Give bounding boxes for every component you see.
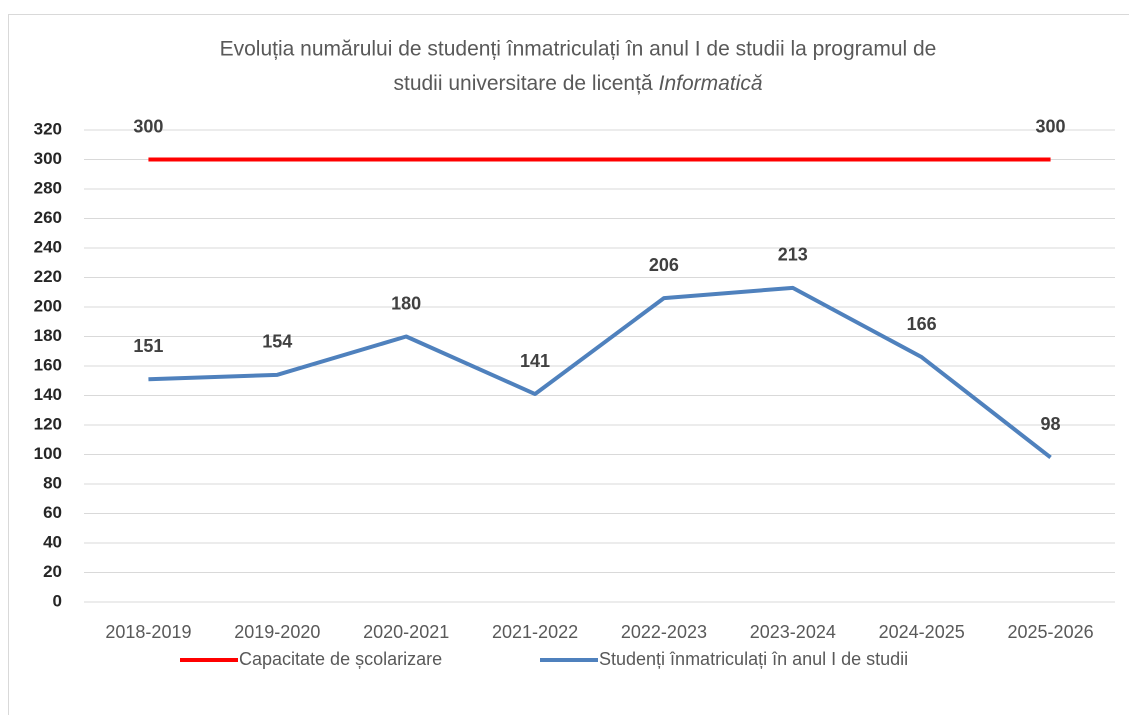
y-tick-label: 320 — [34, 119, 62, 138]
legend-label: Studenți înmatriculați în anul I de stud… — [599, 649, 908, 669]
data-line — [148, 285, 1052, 460]
data-label: 151 — [133, 336, 163, 356]
data-label: 300 — [1036, 116, 1066, 136]
x-tick-label: 2025-2026 — [1008, 622, 1094, 642]
y-tick-label: 160 — [34, 355, 62, 374]
x-tick-label: 2019-2020 — [234, 622, 320, 642]
chart-title-line: studii universitare de licență Informatic… — [393, 72, 762, 95]
title-emphasis: Informatică — [659, 72, 763, 95]
x-tick-label: 2021-2022 — [492, 622, 578, 642]
chart-border — [8, 14, 1129, 715]
data-label: 300 — [133, 116, 163, 136]
legend-label: Capacitate de școlarizare — [239, 649, 442, 669]
y-tick-label: 220 — [34, 267, 62, 286]
y-tick-label: 20 — [43, 562, 62, 581]
y-tick-label: 240 — [34, 237, 62, 256]
x-tick-label: 2023-2024 — [750, 622, 836, 642]
data-label: 154 — [262, 332, 292, 352]
x-tick-label: 2020-2021 — [363, 622, 449, 642]
x-tick-label: 2022-2023 — [621, 622, 707, 642]
y-tick-label: 0 — [53, 591, 62, 610]
chart-title-line: Evoluția numărului de studenți înmatricu… — [220, 38, 937, 61]
data-label: 213 — [778, 245, 808, 265]
y-tick-label: 200 — [34, 296, 62, 315]
y-tick-label: 260 — [34, 208, 62, 227]
y-tick-label: 180 — [34, 326, 62, 345]
y-tick-label: 120 — [34, 414, 62, 433]
data-label: 206 — [649, 255, 679, 275]
y-tick-label: 40 — [43, 532, 62, 551]
x-tick-label: 2018-2019 — [105, 622, 191, 642]
y-tick-label: 60 — [43, 503, 62, 522]
title-text: studii universitare de licență — [393, 72, 652, 95]
x-tick-label: 2024-2025 — [879, 622, 965, 642]
data-label: 180 — [391, 293, 421, 313]
data-label: 98 — [1041, 414, 1061, 434]
data-label: 141 — [520, 351, 550, 371]
y-tick-label: 140 — [34, 385, 62, 404]
y-tick-label: 300 — [34, 149, 62, 168]
y-tick-label: 80 — [43, 473, 62, 492]
data-label: 166 — [907, 314, 937, 334]
y-tick-label: 100 — [34, 444, 62, 463]
y-tick-label: 280 — [34, 178, 62, 197]
